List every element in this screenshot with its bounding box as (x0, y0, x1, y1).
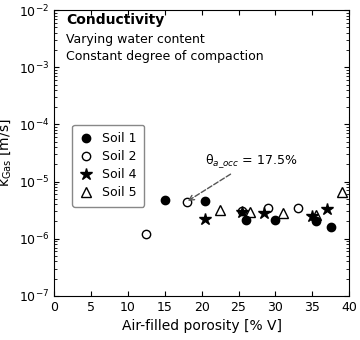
Text: Varying water content: Varying water content (66, 33, 204, 46)
Soil 4 (262, 211, 266, 215)
Soil 2 (266, 206, 270, 210)
Soil 1 (329, 225, 333, 229)
Soil 1 (244, 218, 248, 222)
Y-axis label: k$_\mathregular{Gas}$ [m/s]: k$_\mathregular{Gas}$ [m/s] (0, 119, 13, 187)
Soil 2 (144, 232, 148, 236)
Soil 5 (218, 208, 222, 212)
Soil 5 (281, 211, 285, 215)
Soil 5 (314, 213, 318, 217)
Soil 2 (295, 206, 300, 210)
Soil 1 (314, 219, 318, 223)
Soil 2 (240, 209, 244, 214)
Text: θ$_{a\_occ}$ = 17.5%: θ$_{a\_occ}$ = 17.5% (189, 152, 298, 200)
Line: Soil 4: Soil 4 (199, 203, 333, 225)
Soil 1 (273, 218, 278, 222)
Legend: Soil 1, Soil 2, Soil 4, Soil 5: Soil 1, Soil 2, Soil 4, Soil 5 (72, 125, 144, 207)
Line: Soil 5: Soil 5 (215, 187, 347, 220)
Text: Conductivity: Conductivity (66, 13, 164, 27)
Soil 4 (310, 214, 315, 218)
Text: Constant degree of compaction: Constant degree of compaction (66, 50, 264, 63)
Soil 4 (240, 210, 244, 214)
Soil 5 (247, 210, 252, 214)
Soil 2 (185, 201, 189, 205)
Soil 1 (203, 199, 207, 203)
Line: Soil 1: Soil 1 (161, 195, 335, 231)
X-axis label: Air-filled porosity [% V]: Air-filled porosity [% V] (122, 319, 282, 333)
Soil 4 (203, 217, 207, 221)
Soil 5 (340, 190, 344, 194)
Soil 4 (325, 207, 329, 211)
Line: Soil 2: Soil 2 (142, 198, 302, 238)
Soil 1 (162, 198, 167, 202)
